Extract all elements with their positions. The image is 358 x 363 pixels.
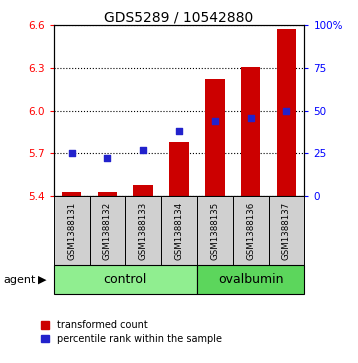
Point (284, 108, 289, 114)
Bar (125, 196, 161, 265)
Text: GSM1388132: GSM1388132 (103, 201, 112, 260)
Bar (54, 196, 90, 265)
Bar (54, 265, 197, 294)
Text: ▶: ▶ (38, 274, 46, 285)
Point (212, 118, 218, 124)
Text: GSM1388134: GSM1388134 (174, 201, 184, 260)
Text: ovalbumin: ovalbumin (218, 273, 283, 286)
Text: GSM1388135: GSM1388135 (210, 201, 219, 260)
Bar (197, 196, 233, 265)
Bar (205, 79, 225, 196)
Bar (97, 192, 117, 196)
Bar (62, 192, 81, 196)
Bar (134, 185, 153, 196)
Point (69, 150, 74, 156)
Bar (233, 196, 268, 265)
Point (176, 128, 182, 134)
Bar (268, 196, 304, 265)
Title: GDS5289 / 10542880: GDS5289 / 10542880 (105, 10, 253, 24)
Point (248, 115, 253, 121)
Bar (241, 68, 261, 196)
Legend: transformed count, percentile rank within the sample: transformed count, percentile rank withi… (41, 320, 222, 344)
Text: agent: agent (4, 274, 36, 285)
Bar (277, 29, 296, 196)
Bar (161, 196, 197, 265)
Text: control: control (103, 273, 147, 286)
Bar (90, 196, 125, 265)
Text: GSM1388137: GSM1388137 (282, 201, 291, 260)
Point (105, 156, 110, 162)
Bar (169, 142, 189, 196)
Point (140, 147, 146, 153)
Text: GSM1388136: GSM1388136 (246, 201, 255, 260)
Text: GSM1388133: GSM1388133 (139, 201, 148, 260)
Bar (197, 265, 304, 294)
Text: GSM1388131: GSM1388131 (67, 201, 76, 260)
